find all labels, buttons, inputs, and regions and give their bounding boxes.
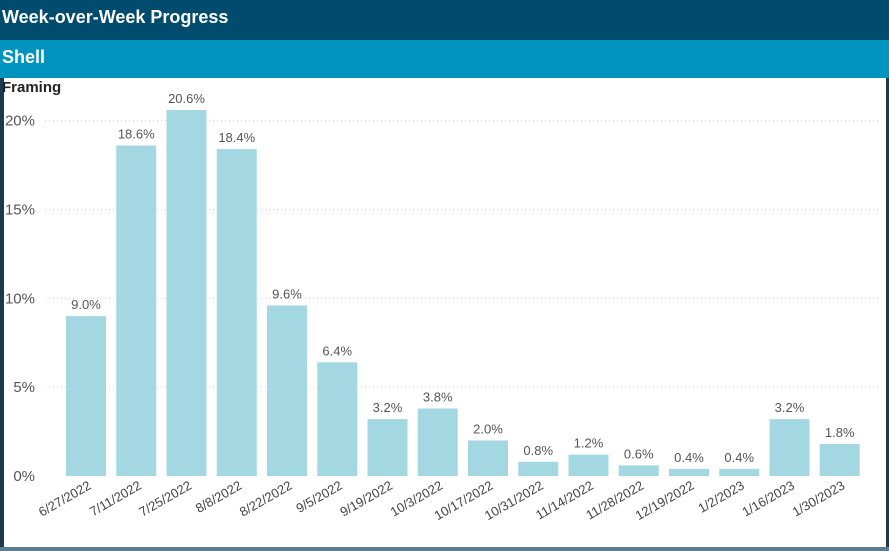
bar bbox=[518, 461, 559, 476]
section-title: Shell bbox=[2, 47, 46, 67]
bar bbox=[568, 454, 609, 476]
data-label: 0.6% bbox=[624, 446, 654, 461]
data-label: 3.8% bbox=[423, 389, 453, 404]
chart-title: Framing bbox=[2, 79, 62, 96]
bottom-strip bbox=[0, 547, 889, 551]
x-tick-label: 9/5/2022 bbox=[293, 478, 344, 516]
y-tick-label: 5% bbox=[13, 379, 35, 396]
x-tick-label: 1/30/2023 bbox=[790, 478, 848, 520]
x-tick-label: 1/2/2023 bbox=[695, 478, 746, 516]
bar bbox=[267, 305, 307, 476]
y-tick-label: 20% bbox=[5, 113, 35, 130]
bar bbox=[367, 419, 408, 476]
data-label: 3.2% bbox=[373, 400, 403, 415]
x-tick-label: 6/27/2022 bbox=[36, 478, 94, 520]
bar bbox=[669, 468, 709, 476]
data-label: 18.4% bbox=[218, 130, 255, 145]
bar bbox=[468, 440, 508, 476]
data-label: 1.8% bbox=[825, 425, 855, 440]
y-tick-label: 10% bbox=[5, 290, 35, 307]
data-label: 0.8% bbox=[523, 443, 553, 458]
data-label: 1.2% bbox=[574, 436, 604, 451]
data-label: 18.6% bbox=[118, 127, 155, 142]
bar bbox=[618, 465, 659, 476]
data-label: 3.2% bbox=[775, 400, 805, 415]
bar bbox=[166, 110, 207, 476]
dashboard-title: Week-over-Week Progress bbox=[2, 7, 229, 27]
data-label: 20.6% bbox=[168, 91, 205, 106]
x-tick-label: 8/8/2022 bbox=[193, 478, 244, 516]
bar bbox=[216, 149, 257, 476]
data-label: 0.4% bbox=[674, 450, 704, 465]
bar bbox=[417, 408, 458, 476]
dashboard-header: Week-over-Week Progress bbox=[0, 0, 889, 40]
y-tick-label: 0% bbox=[13, 468, 35, 485]
bar bbox=[819, 444, 860, 476]
bar bbox=[116, 145, 157, 476]
x-tick-label: 1/16/2023 bbox=[739, 478, 797, 520]
bar bbox=[769, 419, 810, 476]
bar bbox=[317, 362, 358, 476]
data-label: 2.0% bbox=[473, 421, 503, 436]
bar bbox=[66, 316, 106, 476]
data-label: 9.0% bbox=[71, 297, 101, 312]
x-tick-label: 8/22/2022 bbox=[237, 478, 295, 520]
data-label: 9.6% bbox=[272, 286, 302, 301]
data-label: 6.4% bbox=[322, 343, 352, 358]
x-tick-label: 9/19/2022 bbox=[337, 478, 395, 520]
section-header: Shell bbox=[0, 40, 889, 78]
bar bbox=[719, 468, 760, 476]
x-tick-label: 7/11/2022 bbox=[87, 478, 144, 519]
data-label: 0.4% bbox=[724, 450, 754, 465]
x-tick-label: 7/25/2022 bbox=[136, 478, 194, 520]
y-tick-label: 15% bbox=[5, 201, 35, 218]
